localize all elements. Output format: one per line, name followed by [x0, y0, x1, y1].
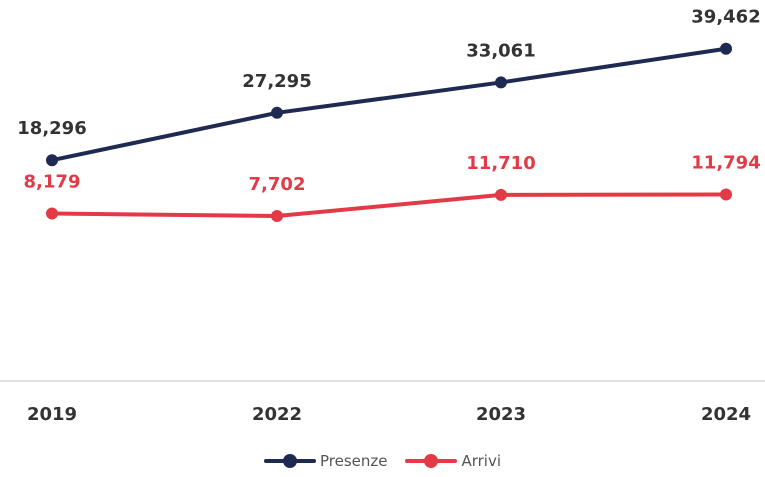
data-label-arrivi-2024: 11,794: [691, 152, 760, 173]
legend-swatch-presenze: [263, 454, 316, 468]
chart-marks: 18,296 27,295 33,061 39,462 8,179 7,702 11,710…: [17, 7, 760, 425]
legend-swatch-arrivi: [405, 454, 458, 468]
data-point-arrivi-2019[interactable]: [46, 207, 58, 220]
x-tick-label-2019: 2019: [27, 404, 77, 425]
series-line-arrivi: [50, 192, 728, 219]
data-point-arrivi-2024[interactable]: [720, 188, 732, 201]
x-tick-label-2022: 2022: [252, 404, 302, 425]
data-point-presenze-2024[interactable]: [720, 42, 732, 55]
x-tick-label-2023: 2023: [476, 404, 526, 425]
data-label-presenze-2023: 33,061: [466, 40, 535, 61]
legend-label-presenze: Presenze: [319, 452, 388, 470]
legend-item-arrivi[interactable]: Arrivi: [405, 452, 501, 470]
data-label-presenze-2022: 27,295: [242, 71, 311, 92]
data-point-arrivi-2022[interactable]: [271, 210, 283, 223]
data-label-arrivi-2019: 8,179: [24, 172, 81, 193]
data-point-presenze-2019[interactable]: [46, 154, 58, 167]
data-label-arrivi-2022: 7,702: [249, 174, 306, 195]
data-label-presenze-2019: 18,296: [17, 118, 86, 139]
series-line-presenze: [50, 46, 728, 163]
line-chart: 18,296 27,295 33,061 39,462 8,179 7,702 11,710…: [0, 7, 765, 425]
data-point-presenze-2022[interactable]: [271, 106, 283, 119]
data-label-presenze-2024: 39,462: [691, 7, 760, 28]
legend-label-arrivi: Arrivi: [461, 452, 502, 470]
data-point-presenze-2023[interactable]: [495, 76, 507, 89]
legend-item-presenze[interactable]: Presenze: [263, 452, 388, 470]
data-point-arrivi-2023[interactable]: [495, 188, 507, 201]
x-tick-label-2024: 2024: [701, 404, 751, 425]
data-label-arrivi-2023: 11,710: [466, 153, 535, 174]
legend: Presenze Arrivi: [0, 452, 765, 470]
